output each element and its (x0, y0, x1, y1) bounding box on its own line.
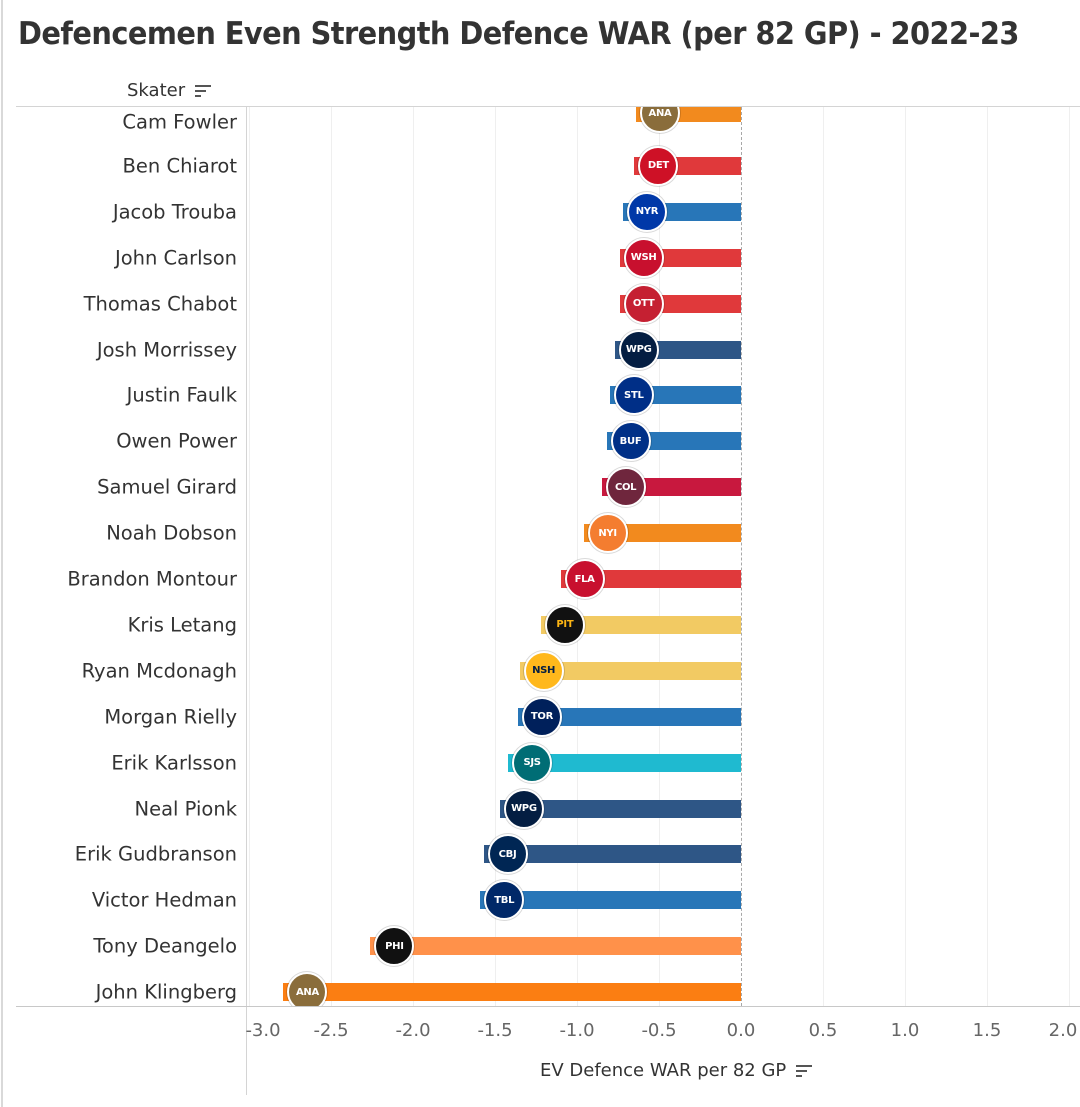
skater-label[interactable]: Ryan Mcdonagh (81, 659, 237, 683)
left-border (1, 0, 3, 1107)
sort-icon[interactable] (194, 84, 211, 98)
sort-icon[interactable] (796, 1064, 812, 1078)
toronto-maple-leafs-logo-icon: TOR (521, 696, 562, 737)
anaheim-ducks-logo-icon: ANA (287, 972, 328, 1006)
x-axis-title-label: EV Defence WAR per 82 GP (540, 1060, 787, 1081)
skater-label[interactable]: Ben Chiarot (122, 154, 237, 178)
new-york-islanders-logo-icon: NYI (587, 513, 628, 554)
x-tick-label: -1.5 (477, 1020, 513, 1041)
x-tick-label: 2.0 (1048, 1020, 1078, 1041)
skater-label[interactable]: Neal Pionk (134, 797, 237, 820)
x-axis-line (16, 1006, 1080, 1007)
st-louis-blues-logo-icon: STL (613, 375, 654, 416)
x-axis-ticks: -3.0 -2.5 -2.0 -1.5 -1.0 -0.5 0.0 0.5 1.0 1.5 2.0 (0, 1020, 1080, 1050)
gridline (905, 107, 906, 1006)
bar[interactable] (483, 845, 741, 864)
x-tick-label: 1.0 (890, 1020, 920, 1041)
skater-label[interactable]: Samuel Girard (97, 475, 237, 499)
x-tick-label: -0.5 (641, 1020, 677, 1041)
skater-label[interactable]: Erik Gudbranson (74, 842, 237, 866)
washington-capitals-logo-icon: WSH (623, 237, 664, 278)
bar[interactable] (519, 661, 741, 680)
detroit-red-wings-logo-icon: DET (638, 145, 679, 186)
gridline (495, 107, 496, 1006)
skater-label[interactable]: Cam Fowler (122, 110, 237, 134)
florida-panthers-logo-icon: FLA (564, 559, 605, 599)
skater-label[interactable]: Jacob Trouba (112, 200, 237, 224)
gridline (413, 107, 414, 1006)
skater-label[interactable]: John Carlson (114, 246, 237, 270)
x-tick-label: 1.5 (972, 1020, 1002, 1041)
bar[interactable] (283, 983, 741, 1002)
x-tick-label: -1.0 (559, 1020, 595, 1041)
skater-labels: Cam Fowler Ben Chiarot Jacob Trouba John Ca… (0, 107, 237, 1006)
skater-column-header[interactable]: Skater (127, 80, 211, 101)
x-tick-label: -2.5 (313, 1020, 349, 1041)
gridline (1069, 107, 1070, 1006)
skater-label[interactable]: Thomas Chabot (83, 292, 237, 316)
bar[interactable] (480, 891, 741, 910)
skater-header-label: Skater (127, 80, 186, 101)
skater-label[interactable]: Tony Deangelo (93, 934, 237, 958)
bar[interactable] (508, 753, 741, 772)
ottawa-senators-logo-icon: OTT (623, 283, 664, 324)
gridline (659, 107, 660, 1006)
columbus-blue-jackets-logo-icon: CBJ (487, 834, 528, 875)
bar[interactable] (540, 615, 741, 634)
new-york-rangers-logo-icon: NYR (626, 191, 667, 232)
skater-label[interactable]: Erik Karlsson (111, 751, 237, 775)
skater-label[interactable]: Brandon Montour (67, 567, 237, 591)
nashville-predators-logo-icon: NSH (523, 650, 564, 691)
x-tick-label: -2.0 (395, 1020, 431, 1041)
winnipeg-jets-logo-icon: WPG (618, 329, 659, 370)
x-tick-label: -3.0 (245, 1020, 281, 1041)
x-tick-label: 0.0 (726, 1020, 756, 1041)
gridline (987, 107, 988, 1006)
axis-divider (246, 107, 247, 1095)
skater-label[interactable]: Justin Faulk (126, 383, 237, 407)
skater-label[interactable]: Josh Morrissey (96, 338, 237, 361)
bar[interactable] (370, 937, 741, 956)
bar[interactable] (517, 707, 741, 726)
zero-reference-line (741, 107, 742, 1006)
winnipeg-jets-logo-icon: WPG (503, 788, 544, 829)
skater-label[interactable]: Owen Power (116, 429, 237, 453)
gridline (331, 107, 332, 1006)
tampa-bay-lightning-logo-icon: TBL (484, 880, 525, 921)
header-divider (16, 106, 1080, 107)
san-jose-sharks-logo-icon: SJS (512, 742, 553, 783)
skater-label[interactable]: Kris Letang (127, 613, 237, 637)
buffalo-sabres-logo-icon: BUF (610, 421, 651, 462)
skater-label[interactable]: Victor Hedman (91, 888, 237, 912)
gridline (249, 107, 250, 1006)
x-axis-title[interactable]: EV Defence WAR per 82 GP (540, 1060, 812, 1081)
gridline (577, 107, 578, 1006)
skater-label[interactable]: Noah Dobson (106, 521, 237, 545)
chart-title: Defencemen Even Strength Defence WAR (pe… (18, 16, 1019, 52)
plot-area: ANA DET NYR WSH OTT WPG STL BUF COL NYI FLA PIT NSH T… (247, 107, 1080, 1006)
bar[interactable] (560, 570, 741, 588)
anaheim-ducks-logo-icon: ANA (640, 107, 681, 133)
philadelphia-flyers-logo-icon: PHI (374, 926, 415, 967)
bar[interactable] (499, 799, 741, 818)
pittsburgh-penguins-logo-icon: PIT (544, 604, 585, 645)
skater-label[interactable]: John Klingberg (95, 980, 237, 1004)
gridline (823, 107, 824, 1006)
colorado-avalanche-logo-icon: COL (605, 467, 646, 508)
skater-label[interactable]: Morgan Rielly (104, 705, 237, 729)
x-tick-label: 0.5 (808, 1020, 838, 1041)
